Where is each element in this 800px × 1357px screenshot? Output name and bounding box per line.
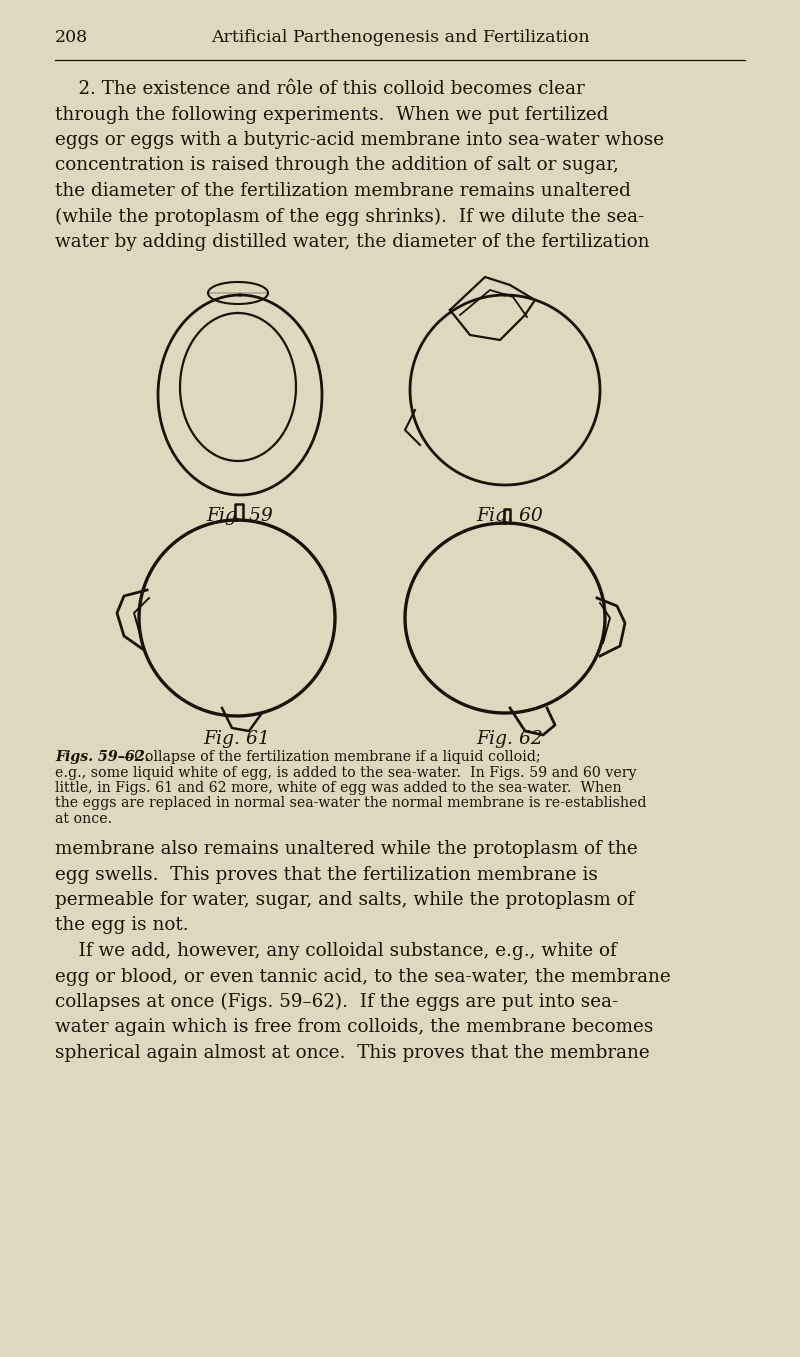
Text: the eggs are replaced in normal sea-water the normal membrane is re-established: the eggs are replaced in normal sea-wate… [55, 797, 646, 810]
Text: Fig. 59: Fig. 59 [206, 508, 274, 525]
Text: at once.: at once. [55, 811, 112, 826]
Text: Artificial Parthenogenesis and Fertilization: Artificial Parthenogenesis and Fertiliza… [210, 30, 590, 46]
Text: the egg is not.: the egg is not. [55, 916, 189, 935]
Text: —Collapse of the fertilization membrane if a liquid colloid;: —Collapse of the fertilization membrane … [120, 750, 541, 764]
Text: 208: 208 [55, 30, 88, 46]
Text: collapses at once (Figs. 59–62).  If the eggs are put into sea-: collapses at once (Figs. 59–62). If the … [55, 993, 618, 1011]
Text: eggs or eggs with a butyric-acid membrane into sea-water whose: eggs or eggs with a butyric-acid membran… [55, 132, 664, 149]
Text: (while the protoplasm of the egg shrinks).  If we dilute the sea-: (while the protoplasm of the egg shrinks… [55, 208, 644, 225]
Text: permeable for water, sugar, and salts, while the protoplasm of: permeable for water, sugar, and salts, w… [55, 892, 634, 909]
Text: the diameter of the fertilization membrane remains unaltered: the diameter of the fertilization membra… [55, 182, 631, 199]
Text: concentration is raised through the addition of salt or sugar,: concentration is raised through the addi… [55, 156, 619, 175]
Text: spherical again almost at once.  This proves that the membrane: spherical again almost at once. This pro… [55, 1044, 650, 1063]
Text: water by adding distilled water, the diameter of the fertilization: water by adding distilled water, the dia… [55, 233, 650, 251]
Text: 2. The existence and rôle of this colloid becomes clear: 2. The existence and rôle of this colloi… [55, 80, 585, 98]
Text: water again which is free from colloids, the membrane becomes: water again which is free from colloids,… [55, 1019, 654, 1037]
Text: little, in Figs. 61 and 62 more, white of egg was added to the sea-water.  When: little, in Figs. 61 and 62 more, white o… [55, 782, 622, 795]
Text: membrane also remains unaltered while the protoplasm of the: membrane also remains unaltered while th… [55, 840, 638, 858]
Text: Fig. 61: Fig. 61 [204, 730, 270, 748]
Text: egg swells.  This proves that the fertilization membrane is: egg swells. This proves that the fertili… [55, 866, 598, 883]
Text: If we add, however, any colloidal substance, e.g., white of: If we add, however, any colloidal substa… [55, 942, 617, 959]
Text: egg or blood, or even tannic acid, to the sea-water, the membrane: egg or blood, or even tannic acid, to th… [55, 968, 670, 985]
Text: through the following experiments.  When we put fertilized: through the following experiments. When … [55, 106, 609, 123]
Text: Fig. 62: Fig. 62 [477, 730, 543, 748]
Text: Fig. 60: Fig. 60 [477, 508, 543, 525]
Text: Figs. 59–62.: Figs. 59–62. [55, 750, 150, 764]
Text: e.g., some liquid white of egg, is added to the sea-water.  In Figs. 59 and 60 v: e.g., some liquid white of egg, is added… [55, 765, 637, 779]
